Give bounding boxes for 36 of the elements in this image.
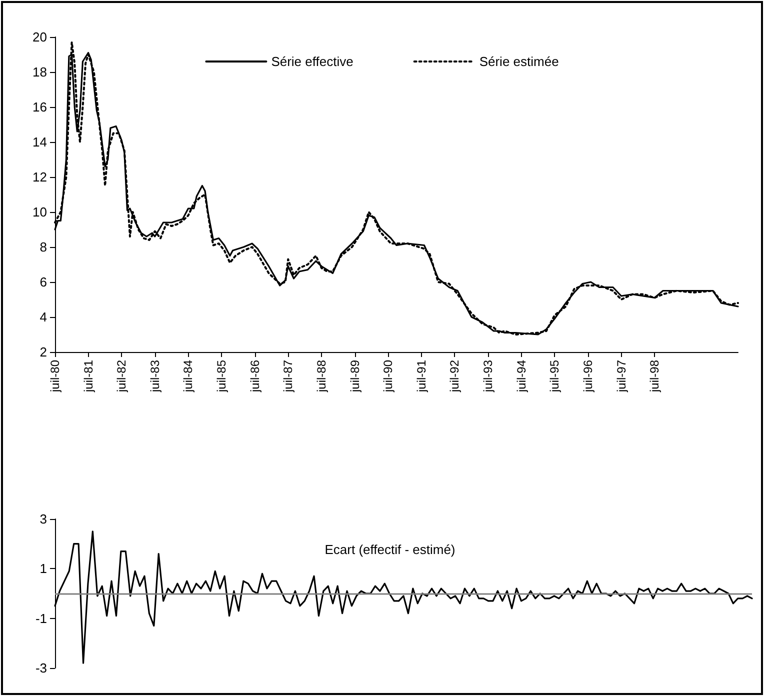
y-tick-label: 3	[40, 512, 47, 526]
y-tick-label: 14	[32, 134, 47, 150]
text: Ecart (effectif - estimé)	[324, 542, 456, 557]
x-tick-label: juil-93	[481, 360, 496, 394]
y-tick-label: 1	[40, 561, 47, 576]
x-tick-label: juil-85	[214, 360, 229, 394]
y-tick-label: 10	[32, 204, 47, 220]
y-tick-label: 16	[32, 100, 47, 114]
x-tick-label: juil-91	[414, 360, 428, 394]
x-tick-label: juil-81	[81, 360, 96, 394]
x-tick-label: juil-84	[181, 360, 196, 394]
x-tick-label: juil-87	[281, 360, 296, 394]
x-tick-label: juil-80	[48, 360, 62, 394]
x-tick-label: juil-83	[148, 360, 162, 394]
y-tick-label: -1	[35, 610, 47, 626]
x-tick-label: juil-82	[114, 360, 129, 394]
x-tick-label: juil-98	[648, 360, 662, 394]
y-tick-label: 6	[40, 274, 47, 290]
x-tick-label: juil-92	[448, 360, 462, 394]
y-tick-label: 2	[40, 344, 47, 360]
y-tick-label: 4	[40, 310, 47, 324]
x-tick-label: juil-89	[348, 360, 362, 394]
legend-label: Série effective	[271, 54, 354, 69]
x-tick-label: juil-97	[614, 360, 628, 394]
x-tick-label: juil-94	[514, 360, 528, 394]
legend-label: Série estimée	[479, 54, 559, 69]
x-tick-label: juil-88	[314, 360, 328, 394]
y-tick-label: 18	[32, 64, 47, 80]
x-tick-label: juil-95	[548, 360, 562, 394]
x-tick-label: juil-90	[381, 360, 396, 394]
x-tick-label: juil-86	[248, 360, 262, 394]
y-tick-label: 8	[40, 240, 47, 254]
y-tick-label: 20	[32, 30, 47, 44]
y-tick-label: 12	[32, 170, 47, 184]
y-tick-label: -3	[35, 660, 47, 676]
x-tick-label: juil-96	[580, 360, 595, 394]
